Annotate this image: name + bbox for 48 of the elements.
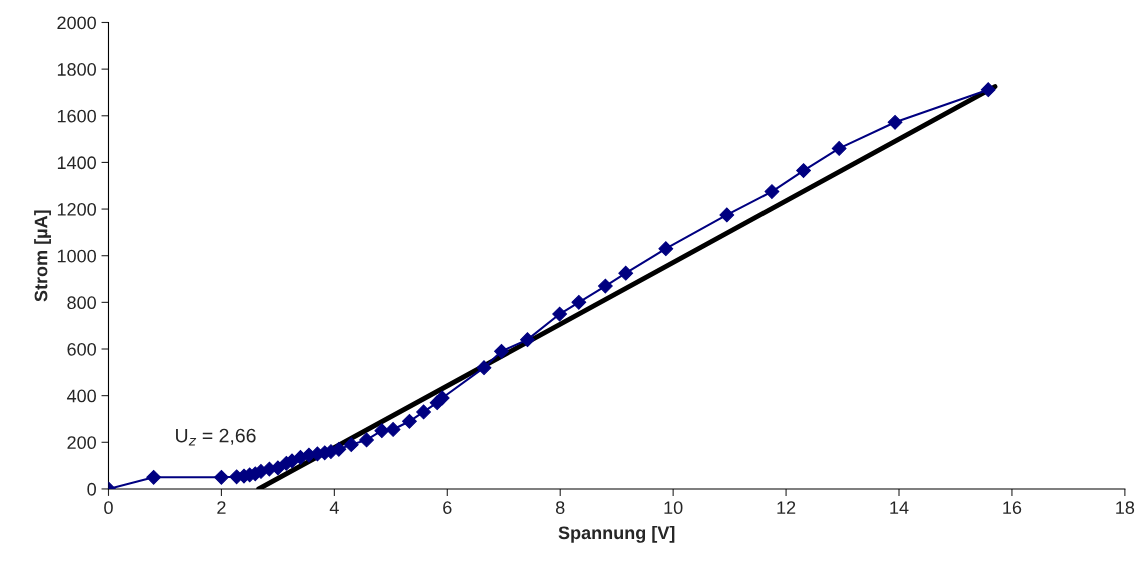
point: [571, 294, 587, 310]
x-tick-label: 12: [777, 501, 796, 514]
point: [359, 432, 374, 448]
point: [796, 163, 811, 178]
point: [476, 360, 492, 376]
point: [416, 404, 431, 420]
y-tick-label: 0: [87, 482, 96, 496]
y-tick-label: 800: [67, 296, 96, 310]
point: [764, 184, 780, 199]
x-tick-label: 18: [1116, 501, 1135, 515]
point: [520, 332, 535, 348]
y-tick-label: 1800: [57, 63, 96, 76]
x-tick-label: 4: [329, 501, 339, 514]
x-axis-title: Spannung [V]: [558, 525, 675, 543]
point: [494, 343, 509, 359]
y-axis-title: Strom [µA]: [34, 210, 51, 302]
point: [434, 390, 450, 406]
point: [214, 469, 229, 485]
y-tick-label: 200: [67, 436, 96, 450]
y-tick-label: 1400: [57, 156, 96, 170]
point: [374, 423, 390, 439]
point: [343, 437, 359, 453]
point: [618, 265, 634, 281]
x-tick-label: 14: [890, 501, 909, 514]
annotation: U$_{z}$ = 2,66: [176, 428, 256, 446]
y-tick-label: 400: [66, 389, 96, 403]
x-tick-label: 16: [1003, 501, 1022, 515]
point: [980, 82, 996, 98]
y-tick-label: 2000: [57, 16, 96, 30]
point: [146, 469, 162, 485]
x-tick-label: 6: [443, 501, 452, 515]
point: [887, 114, 903, 130]
point: [402, 413, 417, 429]
y-tick-label: 600: [67, 342, 96, 356]
y-tick-label: 1600: [57, 109, 96, 123]
point: [831, 141, 847, 156]
x-tick-label: 2: [217, 501, 226, 514]
x-tick-label: 8: [555, 501, 565, 515]
point: [552, 306, 568, 322]
y-tick-label: 1200: [57, 203, 96, 216]
x-tick-label: 0: [104, 501, 113, 515]
y-tick-label: 1000: [57, 249, 96, 263]
x-tick-label: 10: [664, 501, 683, 515]
point: [331, 441, 347, 457]
point: [658, 241, 674, 257]
point: [719, 207, 735, 223]
point: [597, 278, 613, 294]
point: [385, 422, 401, 437]
